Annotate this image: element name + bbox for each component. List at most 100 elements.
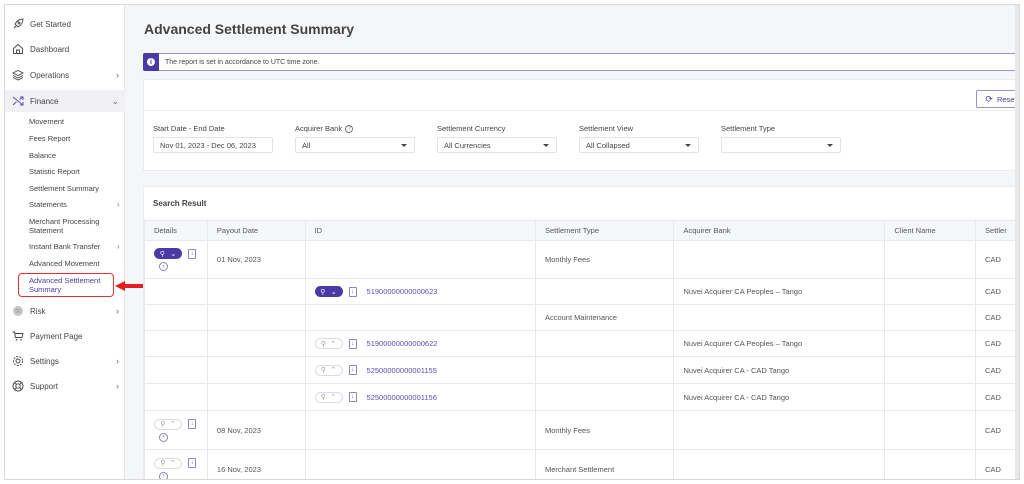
settlement-type-cell (534, 383, 675, 411)
table-row: ⚲ ⌄ ↓ 51900000000000623 Nuvei Acquirer CA P… (144, 278, 1019, 305)
download-icon[interactable]: ↓ (348, 365, 357, 375)
acquirer-bank-cell (673, 410, 886, 450)
chevron-right-icon: › (117, 242, 120, 251)
column-header-client-name[interactable]: Client Name (884, 220, 977, 241)
date-range-input[interactable]: Nov 01, 2023 - Dec 06, 2023 (153, 137, 273, 153)
layers-icon (12, 69, 24, 81)
chevron-circle-right-icon[interactable]: › (159, 432, 168, 442)
chevron-right-icon: › (116, 381, 119, 391)
expand-toggle-button[interactable]: ⚲ ⌄ (154, 248, 182, 259)
sidebar-subitem-instant-bank-transfer[interactable]: Instant Bank Transfer › (29, 242, 120, 251)
sidebar-subitem-merchant-processing-statement[interactable]: Merchant Processing Statement (29, 217, 100, 235)
sidebar-subitem-balance[interactable]: Balance (29, 151, 57, 160)
settlement-id-link[interactable]: 51900000000000623 (366, 287, 438, 296)
download-icon[interactable]: ↓ (348, 338, 357, 349)
sidebar-subitem-settlement-summary[interactable]: Settlement Summary (29, 184, 100, 193)
download-icon[interactable]: ↓ (348, 392, 357, 402)
payout-date-cell (206, 304, 306, 331)
expand-toggle-button[interactable]: ⚲ ⌃ (314, 391, 343, 403)
payout-date-cell: 01 Nov, 2023 (206, 240, 306, 279)
sidebar-item-finance[interactable]: Finance ⌄ (5, 90, 125, 112)
currency-cell: CAD (975, 356, 1019, 384)
acquirer-bank-cell: Nuvei Acquirer CA - CAD Tango (673, 356, 886, 384)
settlement-type-select[interactable] (721, 137, 841, 153)
acquirer-bank-cell: Nuvei Acquirer CA - CAD Tango (673, 383, 886, 411)
settlement-id-link[interactable]: 52500000000001156 (366, 392, 437, 402)
expand-toggle-button[interactable]: ⚲ ⌃ (314, 364, 343, 376)
caret-down-icon (401, 144, 407, 147)
table-row: ⚲ ⌃ ↓ 51900000000000622 Nuvei Acquirer CA P… (144, 330, 1019, 357)
settlement-type-cell (534, 356, 675, 384)
currency-cell: CAD (975, 304, 1019, 331)
details-cell (144, 330, 208, 357)
filter-date-range: Start Date - End Date Nov 01, 2023 - Dec… (153, 124, 273, 153)
refresh-icon: ⟳ (985, 93, 993, 104)
sidebar-subitem-statements[interactable]: Statements › (29, 200, 120, 209)
sidebar-item-dashboard[interactable]: Dashboard (5, 38, 125, 60)
divider (144, 110, 1019, 111)
chevron-right-icon: › (117, 200, 120, 209)
column-header-id[interactable]: ID (304, 220, 536, 241)
search-icon: ⚲ (320, 340, 326, 348)
expand-toggle-button[interactable]: ⚲ ⌃ (314, 338, 343, 349)
lifebuoy-icon (12, 380, 24, 392)
chevron-right-icon: › (116, 356, 119, 366)
acquirer-bank-select[interactable]: All (295, 137, 415, 153)
sidebar-item-settings[interactable]: Settings › (5, 350, 125, 372)
sidebar-subitem-fees-report[interactable]: Fees Report (29, 134, 71, 143)
expand-toggle-button[interactable]: ⚲ ⌄ (314, 286, 343, 297)
payout-date-cell (206, 330, 306, 357)
home-icon (12, 43, 24, 55)
chevron-circle-right-icon[interactable]: › (159, 262, 168, 271)
column-header-payout-date[interactable]: Payout Date (206, 220, 306, 241)
info-banner: i The report is set in accordance to UTC… (143, 53, 1019, 71)
settlement-currency-select[interactable]: All Currencies (437, 137, 557, 153)
sidebar: Get Started Dashboard Operations › Finan… (5, 5, 125, 479)
column-header-details[interactable]: Details (144, 220, 208, 241)
app-window: Get Started Dashboard Operations › Finan… (4, 4, 1020, 480)
payout-date-cell: 16 Nov, 2023 (206, 449, 306, 479)
download-icon[interactable]: ↓ (188, 458, 196, 468)
acquirer-bank-cell: Nuvei Acquirer CA Peoples – Tango (673, 278, 886, 305)
sidebar-subitem-advanced-movement[interactable]: Advanced Movement (29, 259, 100, 268)
chevron-circle-right-icon[interactable]: › (159, 471, 168, 479)
shuffle-icon (12, 95, 24, 107)
reset-button[interactable]: ⟳ Reset (976, 90, 1019, 108)
sidebar-item-get-started[interactable]: Get Started (5, 13, 125, 35)
client-name-cell (884, 304, 977, 331)
chevron-up-icon: ⌃ (330, 394, 337, 401)
sidebar-item-payment-page[interactable]: Payment Page (5, 325, 125, 347)
settlement-id-link[interactable]: 51900000000000622 (366, 339, 438, 348)
chevron-down-icon: ⌄ (111, 95, 119, 106)
id-cell (304, 410, 536, 450)
details-cell (144, 356, 208, 384)
info-icon: i (143, 53, 159, 71)
settlement-view-select[interactable]: All Collapsed (579, 137, 699, 153)
sidebar-subitem-statistic-report[interactable]: Statistic Report (29, 167, 80, 176)
main-content: Advanced Settlement Summary i The report… (126, 5, 1019, 479)
help-icon[interactable]: ? (345, 124, 354, 133)
info-text: The report is set in accordance to UTC t… (165, 58, 320, 66)
acquirer-bank-cell (673, 449, 886, 479)
settlement-id-link[interactable]: 52500000000001155 (366, 365, 437, 375)
download-icon[interactable]: ↓ (188, 248, 196, 259)
currency-cell: CAD (975, 410, 1019, 450)
column-header-acquirer-bank[interactable]: Acquirer Bank (673, 220, 886, 241)
caret-down-icon (685, 144, 691, 147)
column-header-settlement-currency[interactable]: Settler (975, 220, 1019, 241)
download-icon[interactable]: ↓ (348, 286, 357, 297)
payout-date-cell (206, 356, 306, 384)
sidebar-item-risk[interactable]: Risk › (5, 300, 125, 322)
sidebar-subitem-advanced-settlement-summary[interactable]: Advanced Settlement Summary (29, 276, 101, 294)
sidebar-item-support[interactable]: Support › (5, 375, 125, 397)
sidebar-item-operations[interactable]: Operations › (5, 64, 125, 86)
chevron-up-icon: ⌃ (330, 340, 337, 348)
search-icon: ⚲ (320, 367, 326, 374)
search-icon: ⚲ (160, 421, 166, 428)
vertical-scrollbar[interactable] (1015, 5, 1019, 479)
expand-toggle-button[interactable]: ⚲ ⌃ (154, 418, 182, 430)
expand-toggle-button[interactable]: ⚲ ⌃ (154, 457, 182, 469)
column-header-settlement-type[interactable]: Settlement Type (534, 220, 675, 241)
download-icon[interactable]: ↓ (188, 419, 196, 429)
sidebar-subitem-movement[interactable]: Movement (29, 117, 65, 126)
